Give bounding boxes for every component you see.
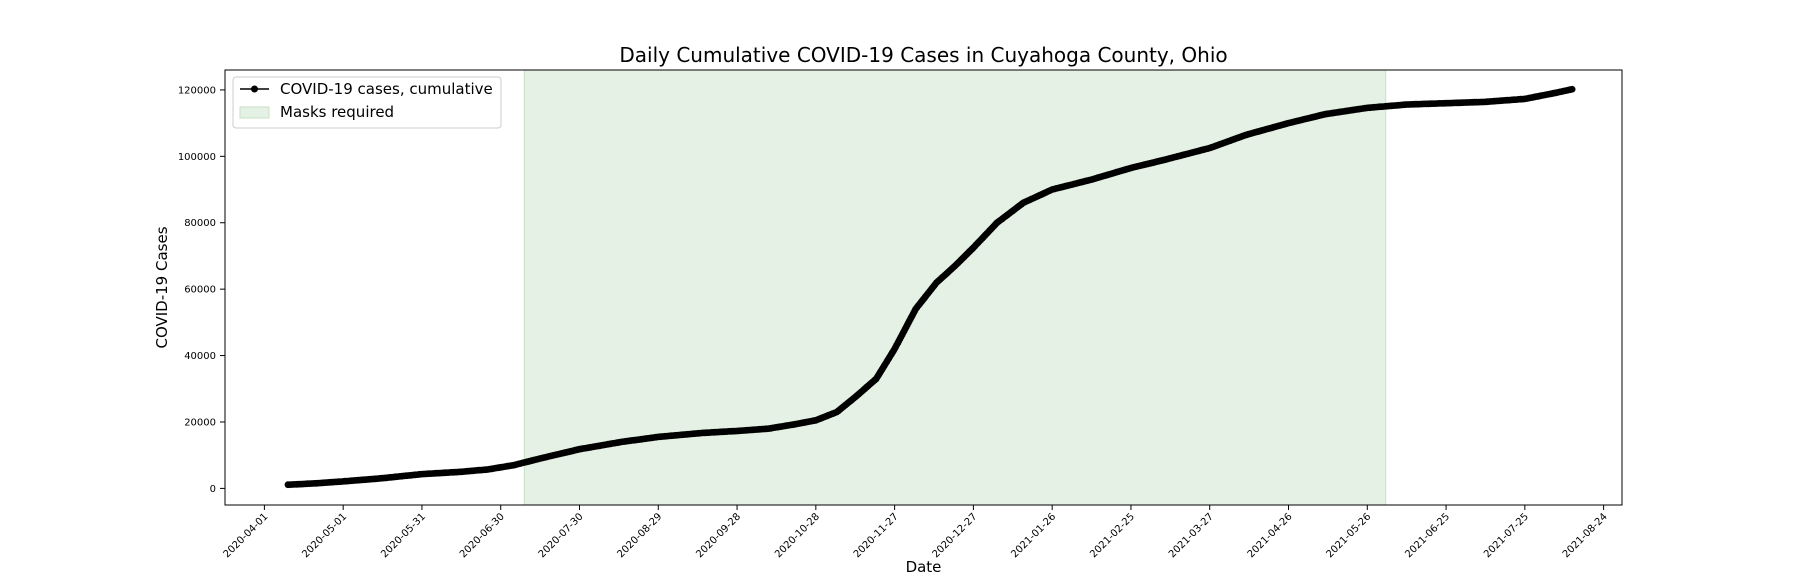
legend-shade-swatch xyxy=(239,106,270,119)
legend: COVID-19 cases, cumulative Masks require… xyxy=(232,76,502,129)
x-tick-label: 2020-05-31 xyxy=(379,511,428,560)
chart-title: Daily Cumulative COVID-19 Cases in Cuyah… xyxy=(619,43,1227,67)
x-tick-label: 2020-05-01 xyxy=(300,511,349,560)
y-tick-label: 100000 xyxy=(178,152,216,163)
y-tick-label: 20000 xyxy=(184,417,216,428)
x-tick-label: 2021-01-26 xyxy=(1009,511,1058,560)
y-tick-label: 0 xyxy=(210,484,216,495)
x-tick-label: 2020-08-29 xyxy=(616,511,665,560)
masks-required-region xyxy=(523,69,1387,506)
x-tick-label: 2021-07-25 xyxy=(1482,511,1531,560)
x-tick-label: 2021-08-24 xyxy=(1561,511,1610,560)
x-tick-label: 2021-02-25 xyxy=(1088,511,1137,560)
y-tick-label: 60000 xyxy=(184,285,216,296)
y-tick-label: 120000 xyxy=(178,85,216,96)
y-tick-label: 40000 xyxy=(184,351,216,362)
legend-frame xyxy=(232,76,502,129)
y-tick-label: 80000 xyxy=(184,218,216,229)
x-tick-label: 2020-10-28 xyxy=(773,511,822,560)
data-point-marker xyxy=(1568,85,1576,93)
x-tick-label: 2020-11-27 xyxy=(852,511,901,560)
legend-entry-masks: Masks required xyxy=(280,103,394,121)
y-axis-label: COVID-19 Cases xyxy=(153,226,171,348)
series-layer xyxy=(284,85,1576,489)
x-tick-label: 2021-04-26 xyxy=(1246,511,1295,560)
legend-entry-cases: COVID-19 cases, cumulative xyxy=(280,80,493,98)
x-tick-label: 2020-06-30 xyxy=(458,511,507,560)
x-tick-label: 2020-04-01 xyxy=(222,511,271,560)
x-tick-label: 2020-07-30 xyxy=(537,511,586,560)
legend-marker-swatch xyxy=(251,85,258,93)
x-tick-label: 2021-06-25 xyxy=(1403,511,1452,560)
shaded-region-layer xyxy=(523,69,1387,506)
x-axis-label: Date xyxy=(906,558,942,576)
x-tick-label: 2021-05-26 xyxy=(1325,511,1374,560)
x-tick-label: 2021-03-27 xyxy=(1167,511,1216,560)
x-tick-label: 2020-12-27 xyxy=(931,511,980,560)
x-tick-label: 2020-09-28 xyxy=(694,511,743,560)
plot-frame xyxy=(224,69,1623,506)
